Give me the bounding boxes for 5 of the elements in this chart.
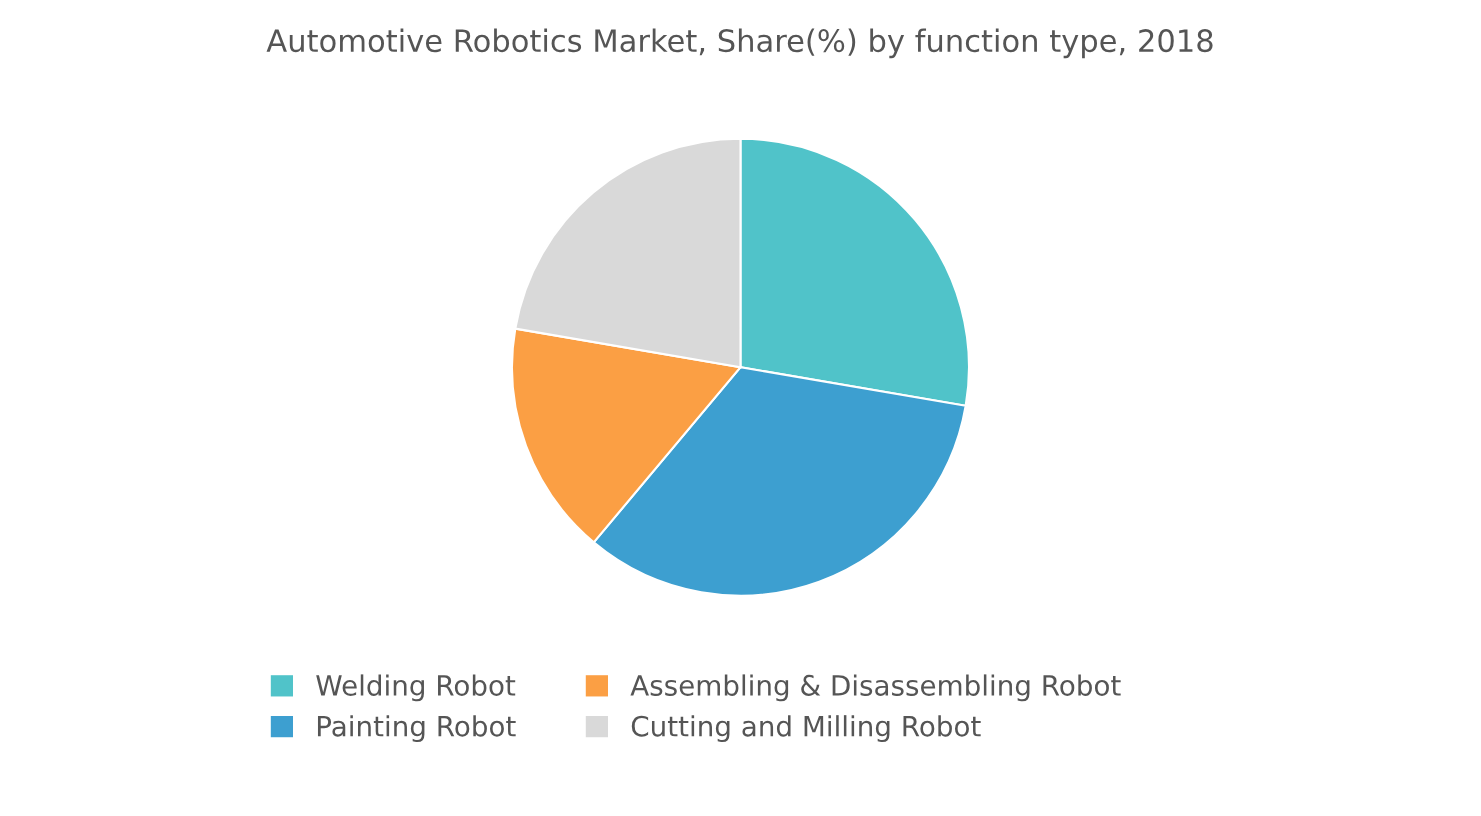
legend-label: Painting Robot xyxy=(317,715,516,743)
legend-label: Cutting and Milling Robot xyxy=(631,715,981,743)
chart-title: Automotive Robotics Market, Share(%) by function type, 2018 xyxy=(266,28,1213,59)
legend-label: Welding Robot xyxy=(316,674,516,702)
legend-label: Assembling & Disassembling Robot xyxy=(630,674,1121,702)
